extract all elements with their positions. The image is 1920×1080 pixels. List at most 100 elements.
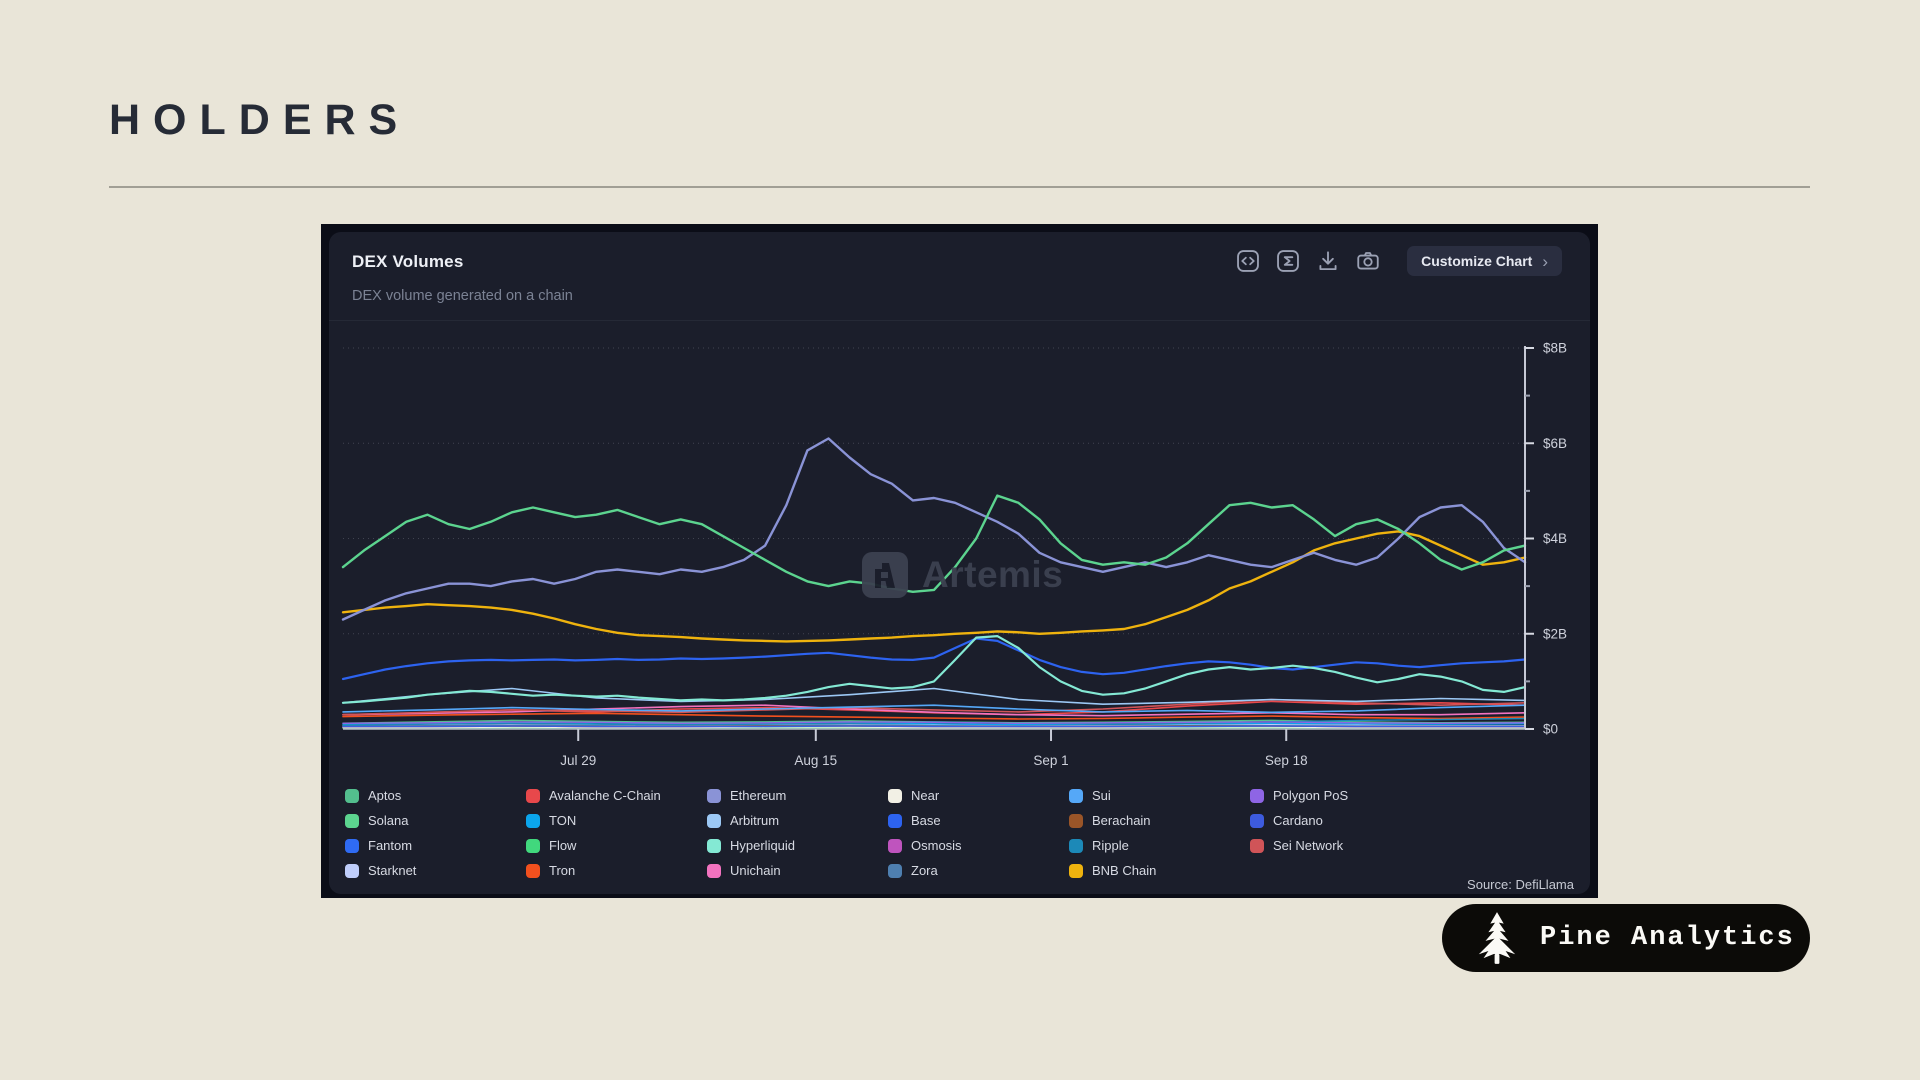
- series-line-tron[interactable]: [342, 712, 1526, 720]
- legend-item-aptos[interactable]: Aptos: [345, 783, 526, 808]
- legend-swatch: [707, 838, 721, 853]
- legend-item-tron[interactable]: Tron: [526, 858, 707, 883]
- legend-label: Solana: [368, 813, 409, 828]
- legend-swatch: [707, 813, 721, 828]
- legend-swatch: [888, 838, 902, 853]
- legend-swatch: [888, 863, 902, 878]
- series-line-bnb-chain[interactable]: [341, 530, 1527, 643]
- legend-swatch: [1250, 838, 1264, 853]
- y-tick-label: $0: [1543, 722, 1558, 737]
- legend-label: Starknet: [368, 863, 417, 878]
- chart-title: DEX Volumes: [352, 252, 464, 271]
- legend-item-cardano[interactable]: Cardano: [1250, 808, 1431, 833]
- series-line-cardano[interactable]: [342, 725, 1526, 728]
- legend-swatch: [345, 813, 359, 828]
- series-line-arbitrum[interactable]: [342, 687, 1526, 706]
- legend-item-polygon-pos[interactable]: Polygon PoS: [1250, 783, 1431, 808]
- series-line-near[interactable]: [342, 726, 1526, 729]
- series-line-sei-network[interactable]: [342, 698, 1526, 716]
- legend-swatch: [888, 788, 902, 803]
- legend-item-berachain[interactable]: Berachain: [1069, 808, 1250, 833]
- page-title: HOLDERS: [109, 96, 411, 144]
- legend-item-ethereum[interactable]: Ethereum: [707, 783, 888, 808]
- legend-item-base[interactable]: Base: [888, 808, 1069, 833]
- legend-item-unichain[interactable]: Unichain: [707, 858, 888, 883]
- legend-swatch: [1069, 863, 1083, 878]
- legend-swatch: [526, 863, 540, 878]
- y-tick-label: $6B: [1543, 436, 1567, 451]
- customize-chart-label: Customize Chart: [1421, 253, 1533, 269]
- legend-label: Base: [911, 813, 941, 828]
- series-line-hyperliquid[interactable]: [341, 635, 1527, 704]
- legend-label: TON: [549, 813, 577, 828]
- legend-item-near[interactable]: Near: [888, 783, 1069, 808]
- legend-item-sei-network[interactable]: Sei Network: [1250, 833, 1431, 858]
- legend-item-starknet[interactable]: Starknet: [345, 858, 526, 883]
- legend-item-hyperliquid[interactable]: Hyperliquid: [707, 833, 888, 858]
- legend-label: Arbitrum: [730, 813, 780, 828]
- legend-swatch: [1069, 838, 1083, 853]
- sigma-summary-icon: [1277, 250, 1299, 272]
- legend-item-sui[interactable]: Sui: [1069, 783, 1250, 808]
- embed-code-button[interactable]: [1235, 248, 1261, 274]
- legend-item-arbitrum[interactable]: Arbitrum: [707, 808, 888, 833]
- legend-label: Osmosis: [911, 838, 962, 853]
- legend-swatch: [1250, 788, 1264, 803]
- y-tick-label: $4B: [1543, 531, 1567, 546]
- legend-label: Ripple: [1092, 838, 1129, 853]
- line-chart[interactable]: $0 $2B $4B $6B $8B Jul 29 Aug 15 Sep 1 Sep 18: [329, 232, 1590, 894]
- header-divider: [329, 320, 1590, 321]
- legend-label: Ethereum: [730, 788, 787, 803]
- legend-item-solana[interactable]: Solana: [345, 808, 526, 833]
- legend-label: Avalanche C-Chain: [549, 788, 661, 803]
- legend-swatch: [1069, 788, 1083, 803]
- x-tick-label: Sep 1: [1033, 753, 1068, 768]
- legend-item-bnb-chain[interactable]: BNB Chain: [1069, 858, 1250, 883]
- brand-badge: Pine Analytics: [1442, 904, 1810, 972]
- download-button[interactable]: [1315, 248, 1341, 274]
- code-embed-icon: [1237, 250, 1259, 272]
- x-tick-label: Sep 18: [1265, 753, 1308, 768]
- legend-label: Cardano: [1273, 813, 1323, 828]
- aggregate-button[interactable]: [1275, 248, 1301, 274]
- x-tick-label: Jul 29: [560, 753, 596, 768]
- legend-item-ripple[interactable]: Ripple: [1069, 833, 1250, 858]
- legend-label: Unichain: [730, 863, 781, 878]
- chart-subtitle: DEX volume generated on a chain: [352, 288, 573, 304]
- legend-swatch: [707, 863, 721, 878]
- legend-item-osmosis[interactable]: Osmosis: [888, 833, 1069, 858]
- legend-item-flow[interactable]: Flow: [526, 833, 707, 858]
- legend-swatch: [1250, 813, 1264, 828]
- x-tick-label: Aug 15: [794, 753, 837, 768]
- chart-toolbar: Customize Chart ›: [1235, 246, 1562, 276]
- customize-chart-button[interactable]: Customize Chart ›: [1407, 246, 1562, 276]
- series-line-ethereum[interactable]: [341, 437, 1527, 621]
- legend-label: Polygon PoS: [1273, 788, 1349, 803]
- download-icon: [1319, 251, 1337, 271]
- y-tick-label: $8B: [1543, 341, 1567, 356]
- series-line-sui[interactable]: [342, 704, 1526, 714]
- legend-swatch: [526, 788, 540, 803]
- legend-item-avalanche-c-chain[interactable]: Avalanche C-Chain: [526, 783, 707, 808]
- series-line-base[interactable]: [341, 637, 1527, 681]
- legend-label: Sei Network: [1273, 838, 1344, 853]
- screenshot-camera-icon: [1357, 252, 1379, 270]
- screenshot-button[interactable]: [1355, 248, 1381, 274]
- title-divider: [109, 186, 1810, 188]
- y-tick-label: $2B: [1543, 626, 1567, 641]
- legend-item-fantom[interactable]: Fantom: [345, 833, 526, 858]
- legend-swatch: [888, 813, 902, 828]
- legend-label: BNB Chain: [1092, 863, 1157, 878]
- chevron-right-icon: ›: [1542, 251, 1548, 271]
- chart-legend: Aptos Solana Fantom Starknet Avalanche C-Cha…: [345, 783, 1431, 883]
- legend-label: Fantom: [368, 838, 413, 853]
- legend-item-zora[interactable]: Zora: [888, 858, 1069, 883]
- series-line-solana[interactable]: [341, 494, 1527, 593]
- legend-item-ton[interactable]: TON: [526, 808, 707, 833]
- legend-label: Aptos: [368, 788, 402, 803]
- legend-swatch: [345, 788, 359, 803]
- legend-label: Flow: [549, 838, 577, 853]
- legend-label: Zora: [911, 863, 938, 878]
- series-line-polygon-pos[interactable]: [342, 721, 1526, 724]
